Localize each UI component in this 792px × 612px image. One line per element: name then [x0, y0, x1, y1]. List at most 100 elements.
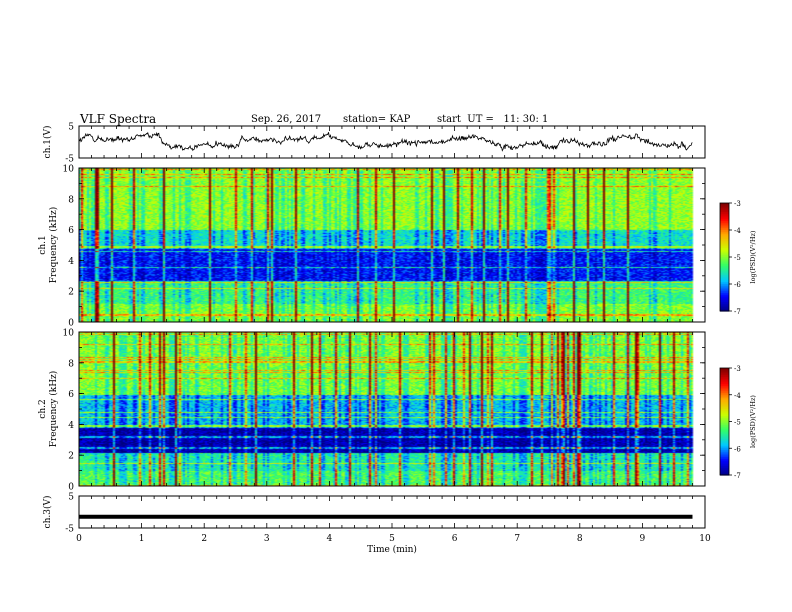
- colorbar-segment: [720, 398, 729, 401]
- colorbar-segment: [720, 255, 729, 258]
- ch2-colorbar: -3 -4 -5 -6 -7 log(PSD)(V²/Hz): [719, 365, 757, 480]
- start-time-label: start UT = 11: 30: 1: [437, 114, 549, 125]
- colorbar-tick-label: -5: [734, 419, 741, 427]
- colorbar-segment: [720, 287, 729, 290]
- ch2-ylabel-channel: ch.2: [38, 399, 48, 418]
- x-tick-label: 7: [514, 534, 520, 544]
- colorbar-segment: [720, 469, 729, 473]
- colorbar-segment: [720, 376, 729, 380]
- colorbar-segment: [720, 371, 729, 374]
- colorbar-segment: [720, 389, 729, 392]
- ch1-ylabel-frequency: Frequency (kHz): [48, 207, 59, 284]
- chart-title: VLF Spectra: [80, 112, 157, 126]
- colorbar-segment: [720, 430, 729, 433]
- y-tick-label: -5: [65, 525, 74, 535]
- colorbar-tick-label: -6: [734, 281, 741, 289]
- colorbar-segment: [720, 246, 729, 249]
- colorbar-segment: [720, 448, 729, 451]
- x-tick-label: 2: [201, 534, 207, 544]
- colorbar-segment: [720, 444, 729, 448]
- colorbar-segment: [720, 273, 729, 276]
- y-tick-label: 10: [63, 165, 75, 175]
- colorbar-segment: [720, 309, 729, 312]
- ch1-waveform-panel: 5 -5 ch.1(V): [42, 123, 706, 165]
- colorbar-segment: [720, 378, 729, 382]
- colorbar-tick-label: -6: [734, 445, 741, 453]
- ch1-spectrogram-panel: 0 2 4 6 8 10 ch.1 Frequency (kHz): [38, 165, 706, 329]
- colorbar-segment: [720, 230, 729, 233]
- y-tick-label: 0: [68, 483, 74, 493]
- x-tick-label: 8: [577, 534, 583, 544]
- colorbar-segment: [720, 458, 729, 462]
- colorbar-segment: [720, 400, 729, 403]
- colorbar-segment: [720, 303, 729, 307]
- colorbar-tick-label: -3: [734, 200, 741, 208]
- colorbar-segment: [720, 282, 729, 285]
- y-tick-label: 8: [68, 359, 74, 369]
- colorbar-segment: [720, 373, 729, 376]
- colorbar-segment: [720, 233, 729, 236]
- colorbar-segment: [720, 433, 729, 437]
- ch1-spectrogram-image: [79, 168, 705, 322]
- station-label: station= KAP: [343, 114, 411, 125]
- y-tick-label: 6: [68, 390, 74, 400]
- ch3-ylabel: ch.3(V): [42, 496, 53, 529]
- colorbar-segment: [720, 275, 729, 278]
- colorbar-segment: [720, 269, 729, 272]
- colorbar-segment: [720, 432, 729, 435]
- y-tick-label: -5: [65, 155, 74, 165]
- colorbar-segment: [720, 302, 729, 305]
- ch2-colorbar-label: log(PSD)(V²/Hz): [749, 395, 757, 448]
- colorbar-segment: [720, 208, 729, 211]
- y-tick-label: 6: [68, 226, 74, 236]
- colorbar-segment: [720, 289, 729, 292]
- ch1-waveform-trace: [78, 131, 693, 152]
- colorbar-tick-label: -4: [734, 392, 741, 400]
- colorbar-segment: [720, 291, 729, 294]
- y-tick-label: 10: [63, 329, 75, 339]
- ch3-waveform-panel: 5 -5 ch.3(V) 0 1 2 3 4 5 6 7 8 9 10 Time (min): [42, 493, 711, 556]
- colorbar-segment: [720, 285, 729, 289]
- colorbar-segment: [720, 369, 729, 373]
- colorbar-segment: [720, 439, 729, 442]
- y-tick-label: 5: [68, 493, 74, 503]
- colorbar-segment: [720, 401, 729, 405]
- colorbar-segment: [720, 284, 729, 287]
- colorbar-segment: [720, 215, 729, 218]
- colorbar-segment: [720, 293, 729, 296]
- colorbar-segment: [720, 405, 729, 408]
- colorbar-segment: [720, 421, 729, 424]
- colorbar-segment: [720, 437, 729, 440]
- colorbar-segment: [720, 428, 729, 432]
- colorbar-segment: [720, 239, 729, 242]
- colorbar-segment: [720, 240, 729, 244]
- colorbar-segment: [720, 258, 729, 262]
- colorbar-segment: [720, 296, 729, 299]
- colorbar-segment: [720, 253, 729, 256]
- x-tick-label: 3: [264, 534, 270, 544]
- x-tick-label: 6: [452, 534, 458, 544]
- colorbar-segment: [720, 435, 729, 439]
- colorbar-segment: [720, 231, 729, 235]
- colorbar-segment: [720, 235, 729, 238]
- colorbar-tick-label: -7: [734, 308, 741, 316]
- ch2-spectrogram-panel: 0 2 4 6 8 10 ch.2 Frequency (kHz): [38, 329, 706, 493]
- colorbar-segment: [720, 412, 729, 415]
- colorbar-segment: [720, 385, 729, 389]
- colorbar-segment: [720, 294, 729, 298]
- y-tick-label: 0: [68, 319, 74, 329]
- colorbar-segment: [720, 248, 729, 251]
- colorbar-segment: [720, 462, 729, 465]
- x-tick-label: 1: [139, 534, 145, 544]
- colorbar-segment: [720, 266, 729, 269]
- ch1-colorbar-label: log(PSD)(V²/Hz): [749, 230, 757, 283]
- date-label: Sep. 26, 2017: [251, 114, 322, 125]
- colorbar-tick-label: -5: [734, 254, 741, 262]
- colorbar-segment: [720, 249, 729, 253]
- colorbar-segment: [720, 455, 729, 458]
- colorbar-segment: [720, 242, 729, 245]
- colorbar-segment: [720, 221, 729, 224]
- colorbar-segment: [720, 391, 729, 394]
- colorbar-segment: [720, 414, 729, 417]
- colorbar-tick-label: -7: [734, 472, 741, 480]
